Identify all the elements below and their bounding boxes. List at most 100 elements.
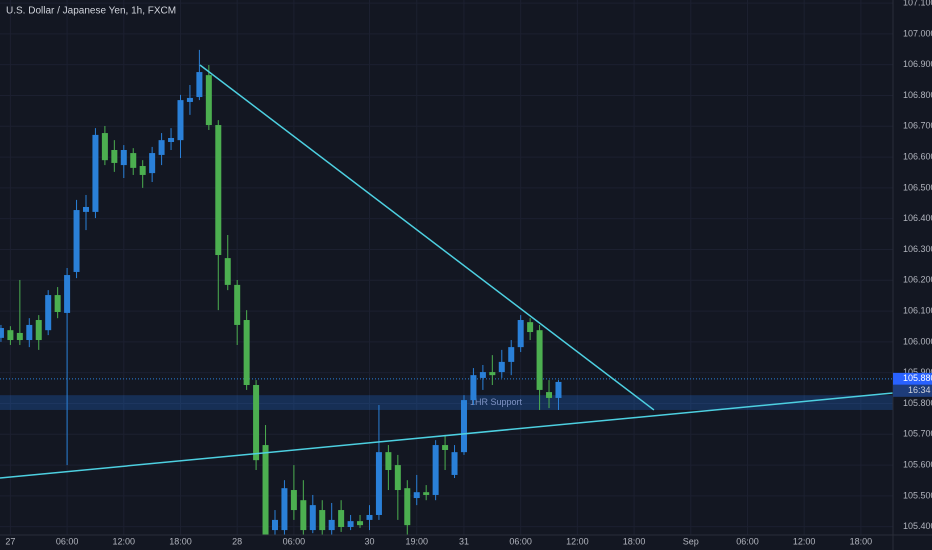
candle-body — [111, 149, 118, 163]
candle-body — [300, 500, 307, 531]
candle-body — [101, 133, 108, 161]
candle-body — [508, 347, 515, 362]
candle-body — [215, 125, 222, 256]
x-tick-label: 06:00 — [56, 536, 79, 546]
x-tick-label: 30 — [364, 536, 374, 546]
candle-body — [253, 385, 260, 461]
candle-body — [186, 97, 193, 102]
candle-body — [224, 258, 231, 285]
candle-body — [0, 328, 4, 338]
last-price-box — [893, 372, 932, 385]
candle-body — [45, 295, 52, 331]
candle-body — [120, 149, 127, 166]
candle-body — [196, 72, 203, 98]
support-zone — [0, 395, 893, 410]
y-tick-label: 105.700 — [903, 429, 932, 439]
x-tick-label: 18:00 — [623, 536, 646, 546]
x-tick-label: 12:00 — [566, 536, 589, 546]
candle-body — [432, 445, 439, 495]
y-tick-label: 105.900 — [903, 367, 932, 377]
x-tick-label: 18:00 — [169, 536, 192, 546]
y-tick-label: 107.100 — [903, 0, 932, 7]
countdown-label: 16:34 — [908, 385, 931, 395]
last-price-label: 105.880 — [903, 373, 932, 383]
candle-body — [347, 521, 354, 527]
candle-body — [498, 361, 505, 373]
candle-body — [205, 75, 212, 126]
axes: 107.100 107.000 106.900 106.800 106.700 106.6… — [5, 0, 932, 546]
candle-body — [168, 137, 175, 142]
candle-body — [338, 510, 345, 527]
candle-body — [555, 381, 562, 398]
candle-body — [262, 445, 269, 535]
y-tick-label: 106.200 — [903, 275, 932, 285]
candle-body — [319, 510, 326, 531]
candle-body — [82, 206, 89, 212]
grid — [0, 0, 893, 535]
candle-body — [64, 275, 71, 313]
candle-body — [130, 153, 137, 168]
x-tick-label: 06:00 — [283, 536, 306, 546]
candle-body — [536, 330, 543, 390]
candle-body — [460, 400, 467, 453]
candle-body — [92, 134, 99, 212]
y-tick-label: 106.100 — [903, 305, 932, 315]
candle-body — [149, 153, 156, 174]
x-tick-label: 12:00 — [793, 536, 816, 546]
candle-body — [470, 375, 477, 401]
candle-body — [271, 519, 278, 531]
candle-body — [290, 490, 297, 511]
plot-area: 1HR Support — [0, 49, 893, 535]
candle-body — [73, 210, 80, 272]
y-tick-label: 105.400 — [903, 521, 932, 531]
candle-body — [26, 324, 33, 341]
x-tick-label: 19:00 — [405, 536, 428, 546]
y-tick-label: 105.800 — [903, 398, 932, 408]
y-tick-label: 106.900 — [903, 59, 932, 69]
y-tick-label: 105.500 — [903, 490, 932, 500]
candle-body — [442, 445, 449, 450]
y-tick-label: 106.500 — [903, 182, 932, 192]
trend-line — [0, 392, 893, 479]
y-tick-label: 106.400 — [903, 213, 932, 223]
candle-body — [404, 488, 411, 526]
candle-body — [35, 320, 42, 341]
candle-body — [479, 372, 486, 378]
x-tick-label: 31 — [459, 536, 469, 546]
candle-body — [243, 320, 250, 386]
y-tick-label: 106.000 — [903, 336, 932, 346]
candle-body — [366, 514, 373, 520]
candle-body — [158, 140, 165, 155]
candle-body — [16, 332, 23, 341]
y-tick-label: 106.800 — [903, 90, 932, 100]
candle-body — [423, 492, 430, 495]
x-tick-label: 12:00 — [113, 536, 136, 546]
candle-body — [7, 330, 14, 341]
candle-body — [54, 295, 61, 313]
y-tick-label: 106.600 — [903, 151, 932, 161]
candle-body — [489, 372, 496, 376]
chart-title: U.S. Dollar / Japanese Yen, 1h, FXCM — [6, 6, 176, 17]
x-tick-label: 27 — [5, 536, 15, 546]
x-tick-label: Sep — [683, 536, 699, 546]
candle-body — [177, 100, 184, 141]
candle-body — [517, 320, 524, 348]
candle-body — [139, 166, 146, 175]
candle-body — [375, 452, 382, 515]
candle-body — [546, 392, 553, 398]
candle-body — [281, 488, 288, 531]
candle-body — [385, 452, 392, 471]
x-tick-label: 28 — [232, 536, 242, 546]
x-tick-label: 06:00 — [509, 536, 532, 546]
y-tick-label: 105.600 — [903, 459, 932, 469]
y-tick-label: 106.300 — [903, 244, 932, 254]
candle-body — [234, 284, 241, 325]
y-tick-label: 107.000 — [903, 28, 932, 38]
candle-body — [413, 492, 420, 499]
y-tick-label: 106.700 — [903, 121, 932, 131]
x-tick-label: 06:00 — [736, 536, 759, 546]
trend-line — [199, 64, 655, 411]
